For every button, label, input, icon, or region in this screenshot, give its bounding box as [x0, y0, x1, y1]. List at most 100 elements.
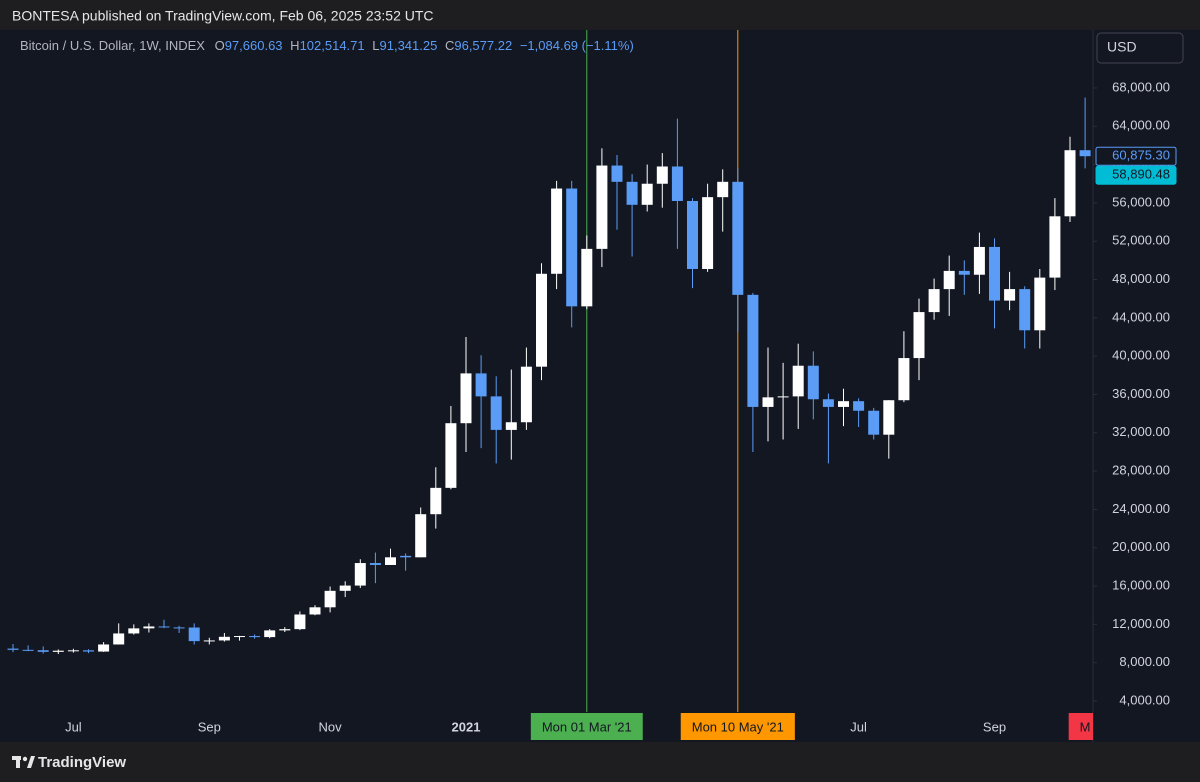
candle-body: [641, 183, 653, 205]
candle-body: [113, 633, 125, 645]
candle-body: [203, 640, 215, 642]
y-tick-label: 4,000.00: [1119, 692, 1170, 707]
candle-body: [883, 400, 895, 435]
y-tick-label: 32,000.00: [1112, 424, 1170, 439]
ohlc-key: O: [215, 38, 225, 53]
candle-body: [490, 396, 502, 430]
candle-body: [898, 358, 910, 401]
candle-body: [1079, 150, 1091, 157]
candle-body: [415, 514, 427, 558]
candle-body: [566, 188, 578, 307]
candle-body: [1049, 216, 1061, 278]
ohlc-value: 96,577.22: [454, 38, 512, 53]
published-note: BONTESA published on TradingView.com, Fe…: [12, 8, 434, 24]
candle-body: [98, 644, 110, 652]
candle-body: [128, 628, 140, 634]
candle-body: [188, 627, 200, 642]
ohlc-value: 102,514.71: [300, 38, 365, 53]
candle-body: [339, 585, 351, 591]
price-tag: [1095, 165, 1177, 185]
candle-body: [777, 396, 789, 398]
candle-body: [989, 246, 1000, 301]
x-marker-label: Mon 10 May '21: [680, 713, 795, 740]
candle-body: [928, 289, 940, 313]
price-tag: [1095, 146, 1177, 166]
brand-name: TradingView: [38, 754, 126, 771]
x-marker-box: [1068, 713, 1093, 740]
candle-body: [687, 200, 698, 269]
symbol: Bitcoin / U.S. Dollar, 1W, INDEX: [20, 38, 205, 53]
candle-body: [37, 650, 49, 652]
y-tick-label: 24,000.00: [1112, 501, 1170, 516]
candle-body: [838, 401, 849, 407]
legend: Bitcoin / U.S. Dollar, 1W, INDEX O97,660…: [20, 38, 634, 53]
y-tick-label: 40,000.00: [1112, 348, 1170, 363]
y-tick-label: 28,000.00: [1112, 463, 1170, 478]
candle-body: [1004, 289, 1016, 301]
candle-body: [445, 423, 457, 488]
y-tick-label: 12,000.00: [1112, 616, 1170, 631]
candle-body: [958, 270, 970, 275]
candle-body: [1064, 150, 1076, 217]
x-tick-label: Sep: [198, 719, 221, 734]
price-tag-label: 58,890.48: [1112, 167, 1170, 182]
currency-button[interactable]: [1096, 32, 1184, 64]
candle-body: [158, 626, 170, 628]
candle-body: [626, 181, 638, 205]
candle-body: [475, 373, 487, 397]
candle-body: [234, 636, 245, 638]
candle-body: [551, 188, 563, 274]
candle-body: [868, 410, 880, 435]
y-tick-label: 36,000.00: [1112, 386, 1170, 401]
candle-body: [853, 401, 865, 411]
y-tick-label: 64,000.00: [1112, 118, 1170, 133]
ohlc-key: C: [445, 38, 454, 53]
candle-body: [596, 165, 608, 249]
candle-body: [1019, 289, 1031, 331]
y-tick-label: 16,000.00: [1112, 577, 1170, 592]
footer-bar: [0, 742, 1200, 782]
candle-body: [309, 607, 321, 615]
y-tick-label: 20,000.00: [1112, 539, 1170, 554]
candle-body: [1034, 277, 1046, 331]
candle-body: [385, 557, 396, 565]
plot-pane: [7, 30, 1091, 712]
candle-body: [747, 294, 759, 407]
y-tick-label: 48,000.00: [1112, 271, 1170, 286]
price-axis: 68,000.0064,000.0060,000.0056,000.0052,0…: [1093, 79, 1177, 707]
candle-body: [732, 181, 744, 295]
candle-body: [279, 629, 291, 631]
y-tick-label: 56,000.00: [1112, 194, 1170, 209]
candle-body: [369, 563, 381, 565]
candle-body: [702, 197, 714, 269]
ohlc-key: H: [290, 38, 299, 53]
x-tick-label: 2021: [452, 719, 481, 734]
candle-body: [505, 422, 517, 430]
y-tick-label: 8,000.00: [1119, 654, 1170, 669]
logo-part: [16, 756, 20, 768]
candle-body: [913, 312, 925, 359]
x-marker-box: [680, 713, 795, 740]
candle-body: [400, 555, 412, 558]
x-marker-box: [530, 713, 643, 740]
logo-part: [27, 756, 35, 768]
candle-body: [792, 365, 804, 397]
candle-body: [22, 649, 34, 651]
x-tick-label: Mon 10 May '21: [692, 719, 784, 734]
candle-body: [294, 614, 306, 630]
candle-body: [218, 636, 230, 641]
candle-body: [807, 365, 819, 400]
x-tick-label: Jul: [850, 719, 867, 734]
candle-body: [83, 650, 94, 652]
time-axis: Jul Sep Nov 2021 Mon 01 Mar '21 Mon 10 May '2…: [65, 713, 1093, 740]
ohlc-value: 97,660.63: [225, 38, 283, 53]
logo-part: [22, 756, 28, 762]
candle-body: [460, 373, 472, 424]
candle-body: [943, 270, 955, 290]
currency-label[interactable]: USD: [1107, 39, 1137, 55]
candle-body: [671, 166, 683, 201]
candle-body: [520, 366, 532, 423]
